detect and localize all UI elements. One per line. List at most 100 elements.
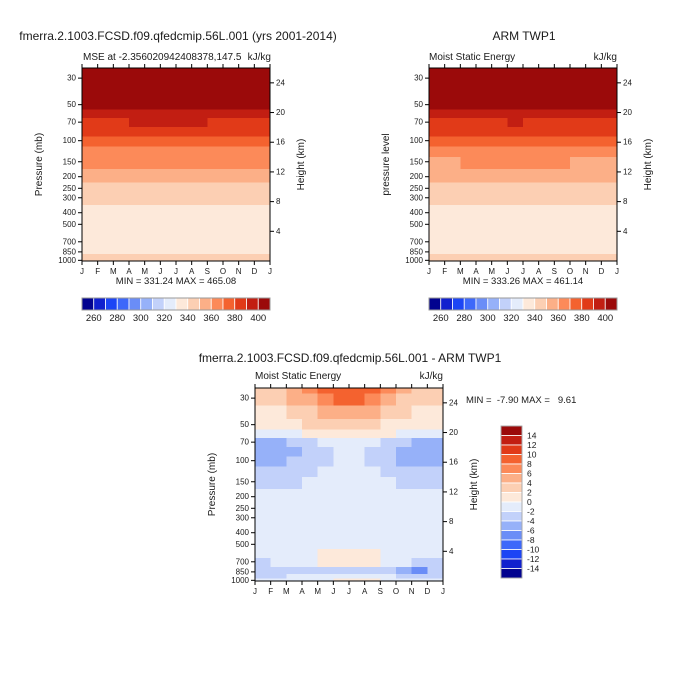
contour-cell: [396, 418, 413, 430]
contour-cell: [429, 73, 446, 87]
contour-cell: [554, 258, 571, 262]
contour-cell: [507, 136, 524, 147]
contour-cell: [207, 237, 224, 248]
colorbar-box: [500, 539, 523, 550]
colorbar-label: 300: [133, 313, 149, 324]
contour-cell: [364, 447, 381, 457]
contour-cell: [364, 418, 381, 430]
contour-cell: [191, 136, 208, 147]
contour-cell: [349, 393, 366, 407]
contour-cell: [411, 502, 428, 514]
contour-cell: [349, 418, 366, 430]
colorbar-label: 380: [574, 313, 590, 324]
contour-cell: [585, 146, 602, 158]
contour-cell: [538, 73, 555, 87]
colorbar-box: [500, 435, 523, 446]
contour-cell: [411, 393, 428, 407]
contour-cell: [601, 229, 618, 239]
contour-cell: [411, 549, 428, 559]
contour-cell: [97, 98, 114, 110]
contour-cell: [523, 229, 540, 239]
height-tick-label: 16: [276, 138, 285, 147]
pressure-tick-label: 500: [410, 220, 424, 229]
colorbar-box: [93, 297, 106, 311]
contour-cell: [286, 489, 303, 503]
contour-cell: [238, 254, 255, 259]
contour-cell: [113, 136, 130, 147]
contour-cell: [380, 566, 397, 575]
contour-cell: [411, 513, 428, 526]
contour-cell: [585, 73, 602, 87]
contour-cell: [411, 578, 428, 582]
contour-cell: [223, 68, 240, 74]
contour-cell: [523, 254, 540, 259]
contour-cell: [160, 169, 177, 183]
height-axis-title: Height (km): [643, 139, 654, 191]
contour-cell: [444, 205, 461, 220]
contour-cell: [570, 68, 587, 74]
height-tick-label: 4: [276, 227, 281, 236]
contour-cell: [82, 169, 99, 183]
contour-cell: [82, 193, 99, 206]
colorbar-box: [522, 297, 536, 311]
contour-cell: [207, 258, 224, 262]
contour-cell: [255, 502, 272, 514]
contour-cell: [570, 237, 587, 248]
contour-cell: [444, 85, 461, 100]
contour-cell: [411, 525, 428, 540]
contour-cell: [207, 182, 224, 194]
contour-cell: [223, 157, 240, 170]
pressure-tick-label: 70: [414, 118, 423, 127]
pressure-tick-label: 50: [240, 420, 249, 429]
contour-cell: [491, 127, 508, 137]
colorbar-box: [140, 297, 153, 311]
contour-cell: [523, 68, 540, 74]
contour-cell: [460, 109, 477, 119]
contour-cell: [333, 388, 350, 394]
contour-cell: [254, 237, 271, 248]
contour-cell: [427, 477, 444, 490]
contour-cell: [97, 182, 114, 194]
contour-cell: [349, 466, 366, 478]
colorbar-box: [246, 297, 259, 311]
colorbar-box: [257, 297, 271, 311]
contour-cell: [427, 489, 444, 503]
contour-cell: [429, 98, 446, 110]
colorbar-label: 0: [527, 497, 532, 507]
panel-units-label: kJ/kg: [247, 52, 271, 63]
contour-cell: [255, 456, 272, 467]
contour-cell: [113, 258, 130, 262]
contour-cell: [82, 237, 99, 248]
contour-cell: [349, 578, 366, 582]
contour-cell: [396, 513, 413, 526]
contour-cell: [144, 258, 161, 262]
contour-cell: [82, 98, 99, 110]
contour-cell: [238, 146, 255, 158]
contour-cell: [97, 258, 114, 262]
pressure-tick-label: 100: [410, 136, 424, 145]
contour-cell: [396, 538, 413, 550]
contour-cell: [523, 136, 540, 147]
contour-cell: [113, 127, 130, 137]
colorbar-box: [487, 297, 500, 311]
month-label: A: [536, 267, 542, 276]
contour-cell: [349, 429, 366, 439]
contour-cell: [286, 438, 303, 448]
pressure-tick-label: 300: [236, 513, 250, 522]
contour-cell: [144, 127, 161, 137]
contour-cell: [223, 258, 240, 262]
contour-cell: [601, 182, 618, 194]
contour-cell: [191, 146, 208, 158]
height-tick-label: 12: [449, 487, 458, 496]
contour-cell: [601, 218, 618, 230]
contour-cell: [476, 127, 493, 137]
contour-cell: [460, 246, 477, 255]
contour-cell: [113, 169, 130, 183]
contour-cell: [570, 229, 587, 239]
contour-cell: [160, 73, 177, 87]
month-label: J: [347, 587, 351, 596]
contour-cell: [255, 388, 272, 394]
contour-cell: [349, 456, 366, 467]
contour-cell: [254, 218, 271, 230]
